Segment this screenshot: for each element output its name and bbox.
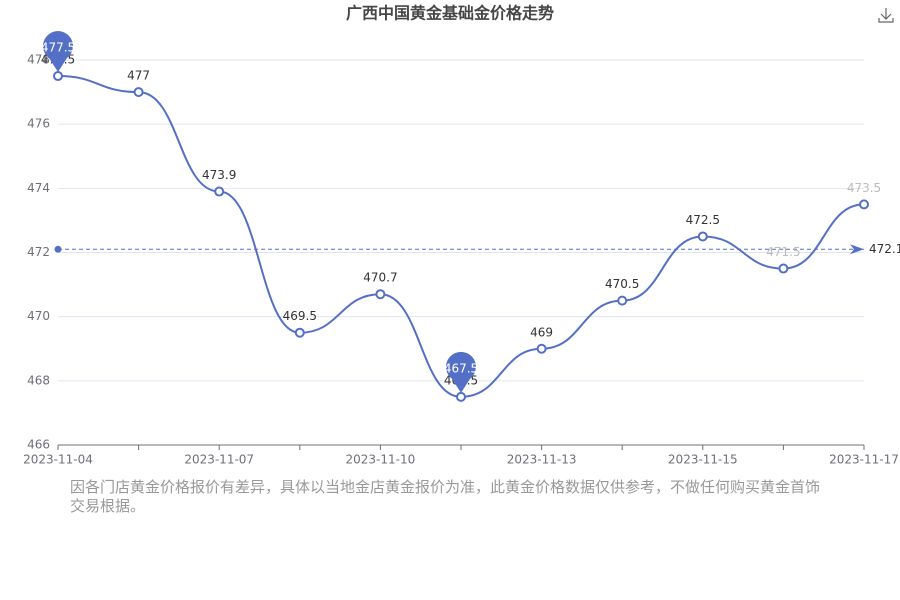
- x-tick-label: 2023-11-17: [829, 453, 899, 467]
- y-tick-label: 478: [27, 53, 50, 67]
- point: [778, 263, 789, 274]
- data-label: 473.9: [202, 168, 236, 182]
- y-tick-label: 472: [27, 245, 50, 259]
- data-label: 470.5: [605, 277, 639, 291]
- point: [617, 295, 628, 306]
- x-tick-label: 2023-11-15: [668, 453, 738, 467]
- x-tick-label: 2023-11-07: [184, 453, 254, 467]
- x-tick-label: 2023-11-04: [23, 453, 93, 467]
- average-label: 472.1: [869, 242, 900, 256]
- x-tick-label: 2023-11-10: [346, 453, 416, 467]
- y-tick-label: 466: [27, 438, 50, 452]
- pin: [446, 351, 477, 393]
- point: [294, 327, 305, 338]
- point: [375, 289, 386, 300]
- point: [536, 343, 547, 354]
- pin-label: 467.5: [444, 361, 478, 375]
- data-label: 472.5: [686, 213, 720, 227]
- note: 因各门店黄金价格报价有差异，具体以当地金店黄金报价为准，此黄金价格数据仅供参考，…: [70, 478, 821, 515]
- y-tick-label: 470: [27, 309, 50, 323]
- point: [53, 71, 63, 82]
- y-tick-label: 474: [27, 181, 50, 195]
- data-label: 470.7: [363, 271, 397, 285]
- average-start: [54, 245, 62, 253]
- data-label: 473.5: [847, 181, 881, 195]
- point: [214, 186, 225, 197]
- y-tick-label: 468: [27, 373, 50, 387]
- data-label: 469.5: [283, 309, 317, 323]
- pin-label: 477.5: [41, 41, 75, 55]
- point: [697, 231, 708, 242]
- chart-title: 广西中国黄金基础金价格走势: [346, 4, 554, 23]
- download-icon[interactable]: [878, 8, 894, 23]
- data-label: 471.5: [766, 245, 800, 259]
- x-tick-label: 2023-11-13: [507, 453, 577, 467]
- average-arrow: [850, 244, 864, 255]
- point: [859, 199, 869, 210]
- data-label: 477: [127, 69, 150, 83]
- point: [456, 391, 466, 402]
- point: [133, 87, 144, 98]
- data-label: 469: [530, 325, 553, 339]
- y-tick-label: 476: [27, 117, 50, 131]
- pin: [43, 31, 73, 73]
